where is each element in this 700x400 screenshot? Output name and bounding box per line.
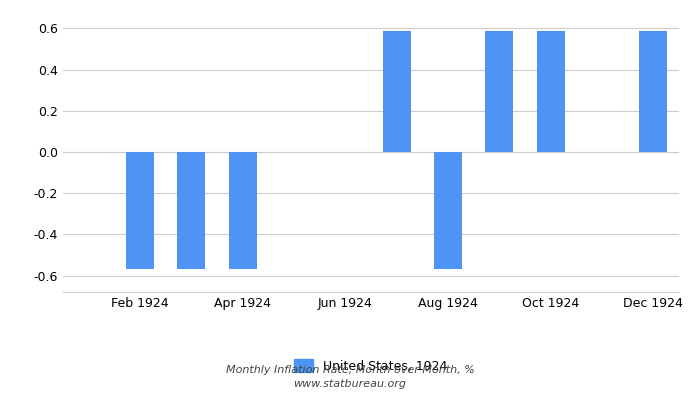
Bar — [382, 30, 411, 152]
Bar — [639, 30, 667, 152]
Bar — [126, 152, 154, 269]
Text: Monthly Inflation Rate, Month over Month, %: Monthly Inflation Rate, Month over Month… — [225, 365, 475, 375]
Bar — [177, 152, 206, 269]
Bar — [434, 152, 462, 269]
Bar — [228, 152, 257, 269]
Bar — [485, 30, 513, 152]
Text: www.statbureau.org: www.statbureau.org — [293, 379, 407, 389]
Bar — [536, 30, 565, 152]
Legend: United States, 1924: United States, 1924 — [289, 354, 453, 378]
